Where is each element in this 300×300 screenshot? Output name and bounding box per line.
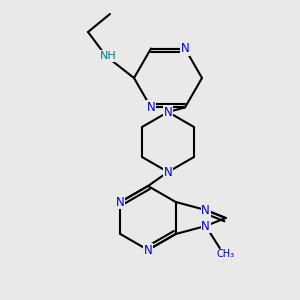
Text: CH₃: CH₃ — [217, 249, 235, 259]
Text: N: N — [144, 244, 152, 256]
Text: N: N — [181, 42, 189, 55]
Text: NH: NH — [100, 51, 116, 61]
Text: N: N — [164, 106, 172, 118]
Text: N: N — [164, 166, 172, 178]
Text: N: N — [201, 220, 210, 232]
Text: N: N — [116, 196, 125, 208]
Text: N: N — [147, 101, 155, 114]
Text: N: N — [201, 203, 210, 217]
